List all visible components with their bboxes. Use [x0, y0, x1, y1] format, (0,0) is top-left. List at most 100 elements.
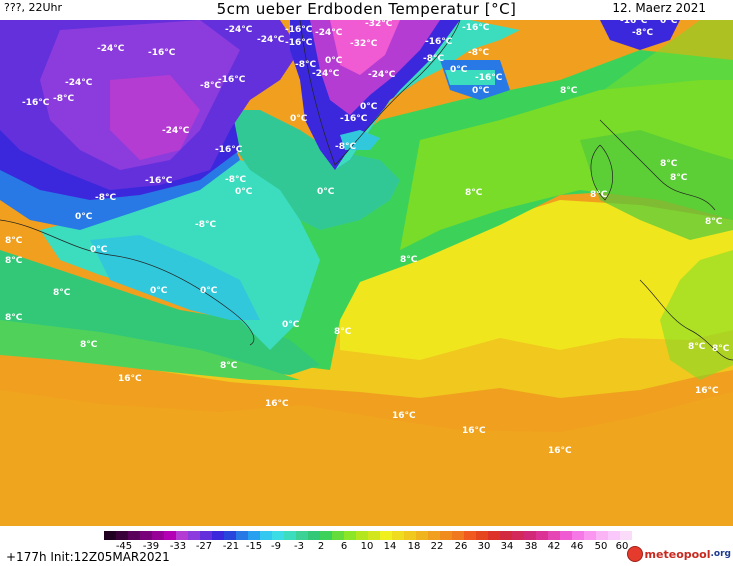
- isotherm-label: 8°C: [590, 190, 608, 200]
- color-scale-tick-label: 6: [340, 541, 348, 552]
- isotherm-label: 0°C: [75, 212, 93, 222]
- color-scale-swatch: [488, 531, 500, 540]
- color-scale-swatch: [164, 531, 176, 540]
- color-scale-swatch: [596, 531, 608, 540]
- isotherm-label: 8°C: [705, 217, 723, 227]
- isotherm-label: 16°C: [118, 374, 142, 384]
- isotherm-label: -8°C: [225, 175, 246, 185]
- isotherm-label: -8°C: [200, 81, 221, 91]
- isotherm-label: 0°C: [317, 187, 335, 197]
- isotherm-label: -16°C: [462, 23, 490, 33]
- color-scale-swatch: [188, 531, 200, 540]
- isotherm-label: 8°C: [80, 340, 98, 350]
- isotherm-label: -24°C: [368, 70, 396, 80]
- color-scale-swatch: [548, 531, 560, 540]
- isotherm-label: 8°C: [465, 188, 483, 198]
- isotherm-label: 0°C: [150, 286, 168, 296]
- isotherm-label: -8°C: [423, 54, 444, 64]
- color-scale-bar: [104, 531, 632, 540]
- isotherm-label: -8°C: [632, 28, 653, 38]
- isotherm-label: -16°C: [620, 20, 648, 26]
- isotherm-label: 8°C: [712, 344, 730, 354]
- isotherm-label: -8°C: [295, 60, 316, 70]
- map-title: 5cm ueber Erdboden Temperatur [°C]: [216, 0, 517, 18]
- isotherm-label: -24°C: [315, 28, 343, 38]
- isotherm-label: -16°C: [148, 48, 176, 58]
- color-scale-swatch: [368, 531, 380, 540]
- color-scale-tick-label: 46: [570, 541, 584, 552]
- isotherm-label: 8°C: [220, 361, 238, 371]
- color-scale-swatch: [380, 531, 392, 540]
- color-scale-swatch: [392, 531, 404, 540]
- isotherm-label: -16°C: [218, 75, 246, 85]
- color-scale-tick-label: 50: [594, 541, 608, 552]
- color-scale-swatch: [464, 531, 476, 540]
- isotherm-label: -8°C: [468, 48, 489, 58]
- isotherm-label: 16°C: [265, 399, 289, 409]
- isotherm-label: -24°C: [162, 126, 190, 136]
- map-canvas: -24°C -16°C-24°C-24°C -16°C-24°C-32°C-24°C…: [0, 20, 733, 526]
- color-scale-tick-label: 34: [500, 541, 514, 552]
- isotherm-label: 8°C: [670, 173, 688, 183]
- isotherm-label: 8°C: [5, 236, 23, 246]
- color-scale-tick-label: 18: [407, 541, 421, 552]
- color-scale-swatch: [440, 531, 452, 540]
- isotherm-label: 0°C: [360, 102, 378, 112]
- logo-suffix: .org: [710, 549, 731, 559]
- isotherm-label: -16°C: [285, 25, 313, 35]
- color-scale-swatch: [560, 531, 572, 540]
- temperature-labels: -24°C -16°C-24°C-24°C -16°C-24°C-32°C-24°C…: [5, 20, 730, 456]
- color-scale-tick-label: -3: [294, 541, 304, 552]
- isotherm-label: 0°C: [660, 20, 678, 26]
- isotherm-label: 0°C: [282, 320, 300, 330]
- isotherm-label: 0°C: [235, 187, 253, 197]
- color-scale-swatch: [152, 531, 164, 540]
- isotherm-label: 16°C: [548, 446, 572, 456]
- isotherm-label: -8°C: [195, 220, 216, 230]
- color-scale-swatch: [620, 531, 632, 540]
- temperature-map: -24°C -16°C -24°C -24°C -16°C -24°C -32°C -24°C…: [0, 20, 733, 526]
- color-scale-tick-label: 60: [615, 541, 629, 552]
- isotherm-label: 0°C: [450, 65, 468, 75]
- isotherm-label: 0°C: [200, 286, 218, 296]
- color-scale-tick-label: -15: [245, 541, 263, 552]
- color-scale-swatch: [320, 531, 332, 540]
- color-scale-tick-label: -9: [271, 541, 281, 552]
- color-scale-swatch: [116, 531, 128, 540]
- logo-globe-icon: [626, 546, 643, 562]
- color-scale-swatch: [536, 531, 548, 540]
- color-scale-swatch: [524, 531, 536, 540]
- isotherm-label: 16°C: [462, 426, 486, 436]
- color-scale-swatch: [452, 531, 464, 540]
- color-scale-swatch: [476, 531, 488, 540]
- color-scale-swatch: [356, 531, 368, 540]
- color-scale-swatch: [296, 531, 308, 540]
- isotherm-label: -8°C: [95, 193, 116, 203]
- logo-text: meteopool: [644, 547, 711, 561]
- color-scale-tick-label: 30: [477, 541, 491, 552]
- isotherm-label: 8°C: [5, 313, 23, 323]
- color-scale-swatch: [212, 531, 224, 540]
- isotherm-label: -16°C: [425, 37, 453, 47]
- color-scale-swatch: [176, 531, 188, 540]
- color-scale-tick-label: -27: [195, 541, 213, 552]
- isotherm-label: -24°C: [225, 25, 253, 35]
- isotherm-label: -16°C: [285, 38, 313, 48]
- color-scale-tick-label: -39: [142, 541, 160, 552]
- header-bar: ???, 22Uhr 5cm ueber Erdboden Temperatur…: [0, 0, 733, 20]
- isotherm-label: 0°C: [90, 245, 108, 255]
- isotherm-label: -24°C: [65, 78, 93, 88]
- isotherm-label: 8°C: [334, 327, 352, 337]
- color-scale-swatch: [140, 531, 152, 540]
- color-scale-swatch: [584, 531, 596, 540]
- color-scale-swatch: [248, 531, 260, 540]
- meteopool-logo[interactable]: meteopool .org: [626, 546, 731, 562]
- isotherm-label: -16°C: [22, 98, 50, 108]
- color-scale-swatch: [236, 531, 248, 540]
- isotherm-label: -16°C: [215, 145, 243, 155]
- color-scale-swatch: [428, 531, 440, 540]
- isotherm-label: -16°C: [475, 73, 503, 83]
- isotherm-label: -8°C: [335, 142, 356, 152]
- isotherm-label: 8°C: [660, 159, 678, 169]
- footer-bar: -45 -39 -33 -27 -21 -15 -9 -3 2 6 10 14 18 22 26 30 34 38…: [0, 526, 733, 566]
